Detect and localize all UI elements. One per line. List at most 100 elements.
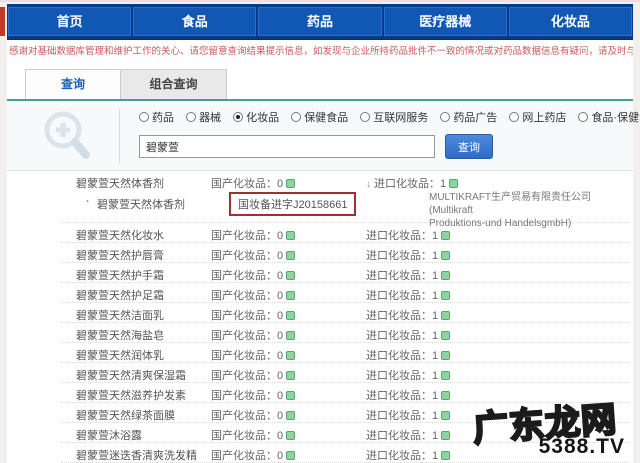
radio-label: 药品	[152, 112, 174, 124]
detail-badge-icon[interactable]	[441, 311, 451, 320]
import-label: 进口化妆品：	[366, 350, 432, 362]
detail-badge-icon[interactable]	[441, 291, 451, 300]
result-row[interactable]: 碧蒙萱天然洁面乳 国产化妆品：0 进口化妆品：1	[61, 303, 629, 323]
result-row-expanded[interactable]: 碧蒙萱天然体香剂 国产化妆品：0 ↓ 进口化妆品：1 · 碧蒙萱天然体香剂 国妆备…	[61, 171, 629, 229]
result-row[interactable]: 碧蒙萱天然化妆水 国产化妆品：0 进口化妆品：1	[61, 223, 629, 243]
domestic-label: 国产化妆品：	[211, 370, 277, 382]
detail-badge-icon[interactable]	[441, 391, 451, 400]
detail-badge-icon[interactable]	[441, 231, 451, 240]
detail-product-name[interactable]: 碧蒙萱天然体香剂	[97, 199, 185, 211]
tab-query[interactable]: 查询	[25, 69, 121, 99]
search-button[interactable]: 查询	[445, 134, 493, 159]
detail-badge-icon[interactable]	[286, 351, 296, 360]
result-row[interactable]: 碧蒙萱天然清爽保湿霜 国产化妆品：0 进口化妆品：1	[61, 363, 629, 383]
domestic-value: 0	[277, 270, 284, 282]
import-value: 1	[432, 330, 439, 342]
detail-badge-icon[interactable]	[286, 271, 296, 280]
product-name[interactable]: 碧蒙萱沐浴露	[76, 430, 142, 442]
import-count-cell: 进口化妆品：1	[366, 367, 451, 383]
domestic-count-cell: 国产化妆品：0	[211, 387, 296, 403]
detail-badge-icon[interactable]	[441, 431, 451, 440]
detail-badge-icon[interactable]	[286, 391, 296, 400]
detail-badge-icon[interactable]	[441, 371, 451, 380]
product-name[interactable]: 碧蒙萱天然护唇膏	[76, 250, 164, 262]
bullet-icon: ·	[86, 196, 90, 208]
import-count-cell: 进口化妆品：1	[366, 447, 451, 463]
import-label: 进口化妆品：	[366, 370, 432, 382]
result-row[interactable]: 碧蒙萱天然海盐皂 国产化妆品：0 进口化妆品：1	[61, 323, 629, 343]
result-row[interactable]: 碧蒙萱天然护手霜 国产化妆品：0 进口化妆品：1	[61, 263, 629, 283]
product-name[interactable]: 碧蒙萱迷迭香清爽洗发精	[76, 450, 197, 462]
detail-badge-icon[interactable]	[286, 291, 296, 300]
import-label: 进口化妆品：	[366, 330, 432, 342]
radio-internet-service[interactable]: 互联网服务	[360, 109, 428, 125]
detail-badge-icon[interactable]	[441, 251, 451, 260]
domestic-value: 0	[277, 410, 284, 422]
detail-badge-icon[interactable]	[441, 411, 451, 420]
nav-item-drugs[interactable]: 药品	[258, 7, 382, 36]
tab-combined-query[interactable]: 组合查询	[121, 69, 227, 99]
detail-badge-icon[interactable]	[449, 179, 459, 188]
detail-badge-icon[interactable]	[286, 251, 296, 260]
import-count-cell: 进口化妆品：1	[366, 427, 451, 443]
radio-cosmetics[interactable]: 化妆品	[233, 109, 279, 125]
radio-online-pharmacy[interactable]: 网上药店	[509, 109, 566, 125]
left-red-edge	[0, 7, 5, 36]
product-name[interactable]: 碧蒙萱天然体香剂	[76, 178, 164, 190]
detail-badge-icon[interactable]	[286, 371, 296, 380]
domestic-label: 国产化妆品：	[211, 250, 277, 262]
result-row[interactable]: 碧蒙萱天然润体乳 国产化妆品：0 进口化妆品：1	[61, 343, 629, 363]
detail-badge-icon[interactable]	[441, 331, 451, 340]
search-panel: 药品 器械 化妆品 保健食品 互联网服务 药品广告 网上药店 食品·保健食品抽检…	[7, 101, 640, 171]
product-name[interactable]: 碧蒙萱天然润体乳	[76, 350, 164, 362]
nav-item-cosmetics[interactable]: 化妆品	[508, 7, 633, 36]
product-name[interactable]: 碧蒙萱天然绿茶面膜	[76, 410, 175, 422]
radio-health-food[interactable]: 保健食品	[291, 109, 348, 125]
manufacturer-line1: MULTIKRAFT生产贸易有限责任公司(Multikraft	[429, 192, 592, 216]
detail-badge-icon[interactable]	[441, 271, 451, 280]
detail-badge-icon[interactable]	[441, 351, 451, 360]
product-name[interactable]: 碧蒙萱天然清爽保湿霜	[76, 370, 186, 382]
content-area: 首页 食品 药品 医疗器械 化妆品 感谢对基础数据库管理和维护工作的关心、请您留…	[0, 4, 640, 463]
manufacturer-line2: Produktions-und HandelsgmbH)	[429, 218, 572, 229]
import-count-cell: 进口化妆品：1	[366, 327, 451, 343]
product-name[interactable]: 碧蒙萱天然洁面乳	[76, 310, 164, 322]
license-number-highlight[interactable]: 国妆备进字J20158661	[229, 192, 357, 216]
import-value: 1	[432, 430, 439, 442]
detail-badge-icon[interactable]	[286, 411, 296, 420]
search-input[interactable]	[139, 135, 435, 158]
detail-badge-icon[interactable]	[441, 451, 451, 460]
detail-badge-icon[interactable]	[286, 179, 296, 188]
detail-badge-icon[interactable]	[286, 231, 296, 240]
radio-devices[interactable]: 器械	[186, 109, 221, 125]
domestic-count-cell: 国产化妆品：0	[211, 287, 296, 303]
result-row[interactable]: 碧蒙萱天然护足霜 国产化妆品：0 进口化妆品：1	[61, 283, 629, 303]
expanded-detail-row: · 碧蒙萱天然体香剂 国妆备进字J20158661 MULTIKRAFT生产贸易…	[61, 191, 629, 229]
result-row[interactable]: 碧蒙萱沐浴露 国产化妆品：0 进口化妆品：1	[61, 423, 629, 443]
import-value: 1	[432, 350, 439, 362]
nav-item-food[interactable]: 食品	[133, 7, 257, 36]
radio-drug-ads[interactable]: 药品广告	[440, 109, 497, 125]
product-name[interactable]: 碧蒙萱天然滋养护发素	[76, 390, 186, 402]
detail-badge-icon[interactable]	[286, 431, 296, 440]
product-name[interactable]: 碧蒙萱天然护手霜	[76, 270, 164, 282]
radio-drugs[interactable]: 药品	[139, 109, 174, 125]
import-label: 进口化妆品：	[366, 430, 432, 442]
result-row[interactable]: 碧蒙萱天然绿茶面膜 国产化妆品：0 进口化妆品：1	[61, 403, 629, 423]
detail-badge-icon[interactable]	[286, 451, 296, 460]
product-name[interactable]: 碧蒙萱天然海盐皂	[76, 330, 164, 342]
result-row[interactable]: 碧蒙萱天然护唇膏 国产化妆品：0 进口化妆品：1	[61, 243, 629, 263]
domestic-label: 国产化妆品：	[211, 310, 277, 322]
detail-badge-icon[interactable]	[286, 311, 296, 320]
expand-arrow-icon[interactable]: ↓	[366, 179, 371, 190]
product-name[interactable]: 碧蒙萱天然护足霜	[76, 290, 164, 302]
result-row[interactable]: 碧蒙萱天然滋养护发素 国产化妆品：0 进口化妆品：1	[61, 383, 629, 403]
product-name[interactable]: 碧蒙萱天然化妆水	[76, 230, 164, 242]
import-label: 进口化妆品：	[366, 270, 432, 282]
radio-food-sampling[interactable]: 食品·保健食品抽检	[578, 109, 640, 125]
nav-item-medical-devices[interactable]: 医疗器械	[383, 7, 507, 36]
domestic-label: 国产化妆品：	[211, 430, 277, 442]
detail-badge-icon[interactable]	[286, 331, 296, 340]
import-count-cell: 进口化妆品：1	[366, 227, 451, 243]
nav-item-home[interactable]: 首页	[8, 7, 132, 36]
